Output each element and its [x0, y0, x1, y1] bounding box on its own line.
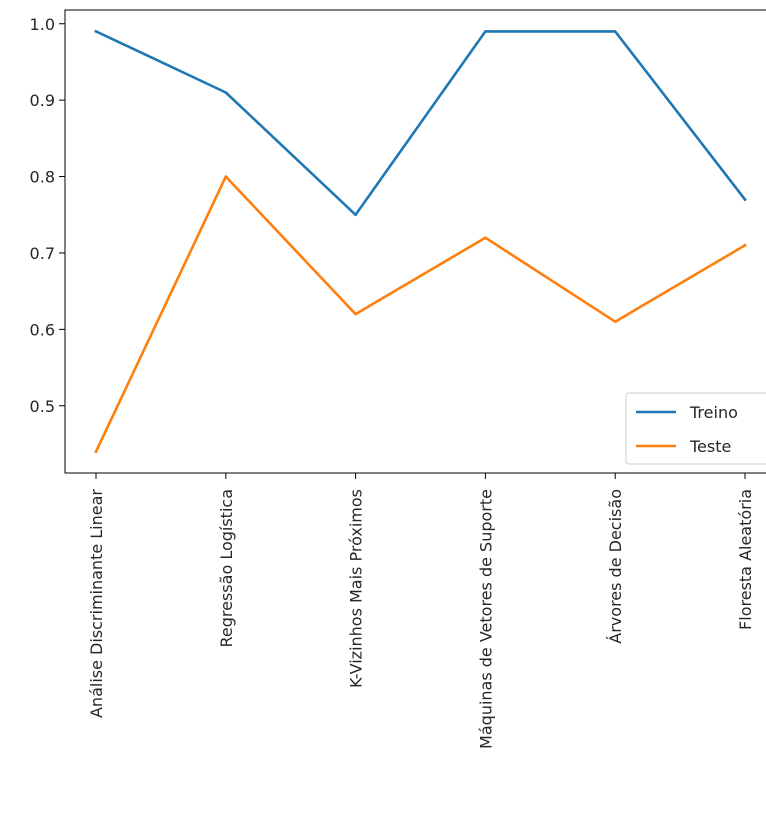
x-tick-label: Árvores de Decisão: [606, 489, 625, 644]
data-point-teste: [94, 450, 98, 453]
x-tick-label: Floresta Aleatória: [736, 489, 755, 630]
y-tick-label: 0.6: [30, 320, 55, 339]
data-point-teste: [354, 312, 357, 316]
data-point-teste: [484, 236, 487, 239]
y-tick-label: 0.7: [30, 244, 55, 263]
data-point-teste: [613, 320, 617, 324]
data-point-teste: [224, 175, 228, 178]
x-tick-label: Análise Discriminante Linear: [87, 489, 106, 718]
series-line-teste: [94, 175, 747, 454]
data-point-teste: [743, 244, 747, 247]
legend-label-teste: Teste: [689, 437, 731, 456]
series-layer: [94, 29, 747, 454]
data-point-treino: [94, 30, 98, 33]
legend-label-treino: Treino: [689, 403, 738, 422]
legend: Treino Teste: [625, 392, 766, 465]
x-axis: Análise Discriminante Linear Regressão Lo…: [87, 473, 755, 749]
data-point-treino: [224, 91, 228, 94]
y-axis: 0.5 0.6 0.7 0.8 0.9 1.0: [30, 15, 65, 416]
data-point-treino: [613, 30, 617, 33]
y-tick-label: 0.5: [30, 397, 55, 416]
series-line-treino: [94, 29, 747, 217]
plot-frame: [64, 9, 766, 474]
x-tick-label: Regressão Logística: [217, 489, 236, 648]
x-tick-label: Máquinas de Vetores de Suporte: [476, 489, 495, 749]
data-point-treino: [484, 30, 487, 33]
data-point-treino: [354, 213, 357, 217]
y-tick-label: 1.0: [30, 15, 55, 34]
x-tick-label: K-Vizinhos Mais Próximos: [347, 489, 366, 688]
y-tick-label: 0.8: [30, 168, 55, 187]
y-tick-label: 0.9: [30, 91, 55, 110]
data-point-treino: [743, 198, 747, 201]
